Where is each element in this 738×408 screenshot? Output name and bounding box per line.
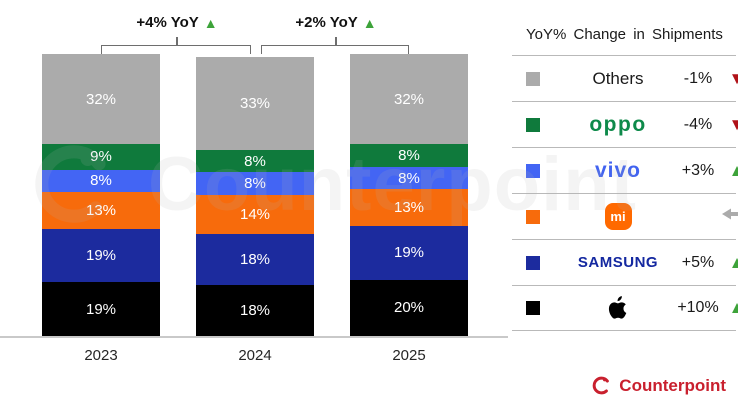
segment-vivo-2023: 8% xyxy=(42,169,160,193)
segment-value-label: 8% xyxy=(398,169,420,187)
samsung-logo: SAMSUNG xyxy=(562,254,674,271)
segment-value-label: 8% xyxy=(244,152,266,170)
bar-2025: 32% 8% 8% 13% 19% 20% xyxy=(350,53,468,336)
legend-brand-label: vivo xyxy=(594,158,642,182)
x-axis-label-2023: 2023 xyxy=(84,347,118,364)
legend-brand-label: oppo xyxy=(589,112,647,136)
yoy-annotation-2023-2024: +4% YoY ▲ xyxy=(136,14,217,31)
legend-rows: Others -1% ▼ oppo -4% ▼ vivo +3% ▲ mi SAMSUNG +5% ▲ +… xyxy=(512,55,738,331)
bracket-2024-2025 xyxy=(261,45,409,54)
counterpoint-logo-text: Counterpoint xyxy=(619,375,726,395)
segment-value-label: 13% xyxy=(393,199,425,217)
legend-swatch-oppo xyxy=(526,117,540,132)
segment-oppo-2023: 9% xyxy=(42,144,160,170)
legend-row-samsung: SAMSUNG +5% ▲ xyxy=(512,239,738,285)
segment-value-label: 8% xyxy=(244,175,266,193)
segment-value-label: 33% xyxy=(239,94,271,112)
bracket-tick xyxy=(176,37,178,45)
segment-apple-2025: 20% xyxy=(350,279,468,336)
counterpoint-c-icon xyxy=(592,376,611,395)
legend-swatch-apple xyxy=(526,301,540,315)
mi-logo-badge: mi xyxy=(604,203,632,230)
bar-2024: 33% 8% 8% 14% 18% 18% xyxy=(196,56,314,336)
trend-up-icon: ▲ xyxy=(728,160,738,180)
x-axis-label-2025: 2025 xyxy=(392,347,426,364)
segment-samsung-2024: 18% xyxy=(196,234,314,286)
trend-down-icon: ▼ xyxy=(728,114,738,134)
x-axis-labels: 2023 2024 2025 xyxy=(0,347,512,367)
x-axis-label-2024: 2024 xyxy=(238,347,272,364)
legend-change-value: +10% xyxy=(677,299,719,316)
trend-down-icon: ▼ xyxy=(728,68,738,88)
x-axis-line xyxy=(0,336,508,338)
yoy-annotation-2024-2025: +2% YoY ▲ xyxy=(295,14,376,31)
segment-value-label: 32% xyxy=(393,90,425,108)
segment-others-2023: 32% xyxy=(42,53,160,145)
legend-change-value: +5% xyxy=(681,253,715,271)
bracket-tick xyxy=(335,37,337,45)
legend-swatch-others xyxy=(526,71,540,86)
bars-container: 32% 9% 8% 13% 19% 19% 33% 8% 8% 14% 18% 18% 32% 8% 8% 1… xyxy=(42,53,468,336)
yoy-annotation-label: +2% YoY xyxy=(295,14,358,31)
segment-samsung-2025: 19% xyxy=(350,226,468,280)
others-logo: Others xyxy=(562,69,674,89)
segment-xiaomi-2025: 13% xyxy=(350,189,468,227)
segment-value-label: 32% xyxy=(85,90,117,108)
legend-panel: YoY% Change in Shipments Others -1% ▼ oppo -… xyxy=(512,20,738,331)
segment-value-label: 18% xyxy=(239,302,271,320)
mi-logo: mi xyxy=(562,203,674,230)
legend-row-mi: mi xyxy=(512,193,738,239)
segment-others-2024: 33% xyxy=(196,56,314,150)
legend-swatch-mi xyxy=(526,209,540,224)
trend-up-icon: ▲ xyxy=(728,252,738,272)
trend-up-icon: ▲ xyxy=(362,14,377,31)
legend-row-others: Others -1% ▼ xyxy=(512,55,738,101)
segment-vivo-2024: 8% xyxy=(196,172,314,195)
segment-value-label: 8% xyxy=(90,172,112,190)
segment-others-2025: 32% xyxy=(350,53,468,145)
legend-change-value: -1% xyxy=(683,69,713,87)
apple-logo xyxy=(562,293,674,323)
segment-value-label: 19% xyxy=(85,300,117,318)
segment-xiaomi-2023: 13% xyxy=(42,192,160,229)
vivo-logo: vivo xyxy=(562,159,674,183)
segment-samsung-2023: 19% xyxy=(42,228,160,283)
legend-swatch-samsung xyxy=(526,255,540,270)
segment-apple-2024: 18% xyxy=(196,285,314,336)
segment-oppo-2025: 8% xyxy=(350,144,468,167)
segment-oppo-2024: 8% xyxy=(196,149,314,173)
legend-row-apple: +10% ▲ xyxy=(512,285,738,331)
segment-value-label: 19% xyxy=(85,247,117,265)
bracket-2023-2024 xyxy=(101,45,251,54)
segment-value-label: 8% xyxy=(398,146,420,164)
legend-row-oppo: oppo -4% ▼ xyxy=(512,101,738,147)
legend-change-value: +3% xyxy=(681,161,715,179)
segment-value-label: 19% xyxy=(393,244,425,262)
segment-value-label: 18% xyxy=(239,251,271,269)
legend-brand-label: Others xyxy=(592,68,644,88)
trend-up-icon: ▲ xyxy=(728,298,738,317)
segment-value-label: 20% xyxy=(393,299,425,317)
stacked-bar-chart: +4% YoY ▲ +2% YoY ▲ 32% 9% 8% 13% 19% 19% 33% 8… xyxy=(0,14,512,367)
trend-flat-icon xyxy=(722,207,738,226)
bar-2023: 32% 9% 8% 13% 19% 19% xyxy=(42,53,160,336)
yoy-annotation-label: +4% YoY xyxy=(136,14,199,31)
segment-xiaomi-2024: 14% xyxy=(196,194,314,235)
legend-brand-label: SAMSUNG xyxy=(577,254,659,271)
legend-title: YoY% Change in Shipments xyxy=(526,26,723,43)
segment-vivo-2025: 8% xyxy=(350,166,468,190)
segment-value-label: 14% xyxy=(239,206,271,224)
trend-up-icon: ▲ xyxy=(203,14,218,31)
segment-value-label: 9% xyxy=(90,148,112,166)
legend-row-vivo: vivo +3% ▲ xyxy=(512,147,738,193)
segment-value-label: 13% xyxy=(85,201,117,219)
segment-apple-2023: 19% xyxy=(42,282,160,336)
oppo-logo: oppo xyxy=(562,113,674,137)
legend-swatch-vivo xyxy=(526,163,540,178)
counterpoint-logo: Counterpoint xyxy=(591,375,726,396)
legend-change-value: -4% xyxy=(683,115,713,133)
